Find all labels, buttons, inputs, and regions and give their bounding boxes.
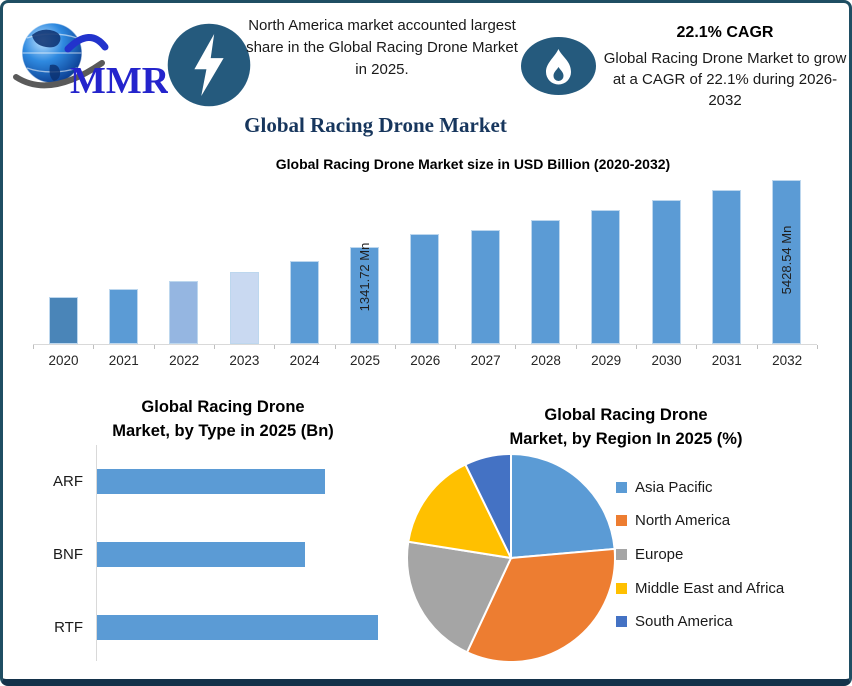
bar-2025 (350, 247, 380, 344)
pie-slice-middle-east-and-africa (407, 463, 513, 560)
cagr-title: 22.1% CAGR (676, 24, 774, 41)
x-tick-label: 2026 (410, 353, 441, 368)
x-tick-label: 2028 (530, 353, 561, 368)
legend-item: Middle East and Africa (616, 571, 784, 605)
x-axis-tick (515, 345, 517, 349)
bar-2031 (711, 190, 741, 344)
bar-2020 (48, 297, 78, 344)
legend-marker (616, 548, 627, 560)
bar-2032 (772, 180, 802, 344)
bar-2029 (591, 210, 621, 344)
pie-chart (406, 452, 616, 663)
x-tick-label: 2030 (651, 353, 682, 368)
type-category-label: BNF (53, 546, 83, 563)
type-chart: Global Racing Drone Market, by Type in 2… (3, 385, 443, 675)
x-tick-label: 2027 (470, 353, 501, 368)
x-axis-tick (816, 345, 818, 349)
legend-label: North America (635, 512, 731, 530)
x-tick-label: 2021 (108, 353, 139, 368)
region-chart-title: Global Racing Drone Market, by Region In… (509, 406, 743, 448)
pie-slice-south-america (464, 452, 512, 559)
flame-icon (521, 37, 596, 95)
market-size-chart-title: Global Racing Drone Market size in USD B… (275, 156, 671, 172)
bar-2021 (108, 289, 138, 344)
pie-slice-north-america (465, 547, 616, 663)
bar-2030 (651, 200, 681, 344)
bar-2024 (289, 261, 319, 344)
x-axis-tick (394, 345, 396, 349)
x-axis-tick (153, 345, 155, 349)
legend-item: Europe (616, 537, 683, 571)
cagr-block: 22.1% CAGR Global Racing Drone Market to… (601, 24, 849, 111)
y-axis-line (96, 445, 97, 661)
bar-2028 (531, 220, 561, 344)
legend-label: Middle East and Africa (635, 579, 785, 597)
x-axis-tick (213, 345, 215, 349)
legend-marker (616, 616, 627, 628)
legend-marker (616, 515, 627, 527)
x-axis-tick (33, 345, 34, 349)
page-title: Global Racing Drone Market (244, 113, 507, 137)
bar-2026 (410, 234, 440, 344)
x-axis-tick (274, 345, 276, 349)
mmr-logo: MMR (10, 13, 170, 105)
bar-rtf (97, 615, 378, 640)
bar-bnf (97, 542, 305, 567)
x-axis-tick (455, 345, 457, 349)
bar-2023 (229, 272, 259, 344)
type-chart-title: Global Racing Drone Market, by Type in 2… (112, 398, 334, 440)
x-tick-label: 2024 (289, 353, 320, 368)
pie-slice-asia-pacific (510, 452, 616, 560)
legend-item: Asia Pacific (616, 470, 713, 504)
type-category-label: ARF (53, 473, 83, 490)
legend-item: North America (616, 504, 730, 538)
legend-marker (616, 481, 627, 493)
x-tick-label: 2031 (711, 353, 742, 368)
legend-marker (616, 582, 627, 594)
x-axis-tick (93, 345, 95, 349)
legend-label: Asia Pacific (635, 478, 713, 496)
bar-value-label: 1341.72 Mn (356, 242, 372, 312)
x-axis-tick (696, 345, 698, 349)
x-tick-label: 2029 (591, 353, 622, 368)
type-category-label: RTF (54, 619, 83, 636)
x-axis-tick (334, 345, 336, 349)
legend-item: South America (616, 605, 733, 639)
x-tick-label: 2020 (48, 353, 79, 368)
x-axis-line (33, 344, 817, 345)
logo-text: MMR (70, 60, 168, 102)
bar-2022 (169, 281, 199, 344)
x-tick-label: 2032 (772, 353, 803, 368)
x-tick-label: 2025 (349, 353, 381, 368)
bar-2027 (470, 230, 500, 344)
pie-slice-europe (406, 540, 513, 654)
lightning-icon (166, 22, 252, 108)
bar-arf (97, 469, 325, 494)
bar-value-label: 5428.54 Mn (778, 225, 794, 295)
cagr-body: Global Racing Drone Market to grow at a … (603, 50, 847, 109)
x-tick-label: 2023 (229, 353, 260, 368)
x-axis-tick (636, 345, 637, 349)
highlight-text: North America market accounted largest s… (246, 17, 518, 78)
x-tick-label: 2022 (169, 353, 200, 368)
legend-label: Europe (635, 545, 684, 563)
region-chart: Global Racing Drone Market, by Region In… (400, 385, 849, 679)
x-axis-tick (575, 345, 577, 349)
market-size-chart: 2020 2021 2022 2023 2024 2025 1341.72 Mn 2026 20… (3, 3, 849, 383)
x-axis-tick (756, 345, 758, 349)
legend-label: South America (635, 613, 733, 631)
globe-icon: MMR (13, 22, 170, 102)
